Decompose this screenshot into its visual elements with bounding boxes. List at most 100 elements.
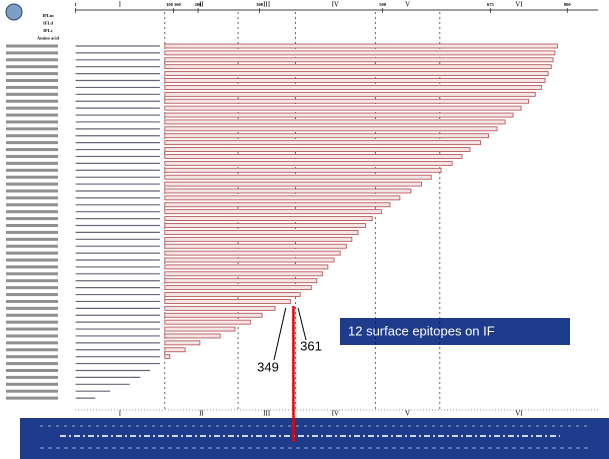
- row-label-block: [6, 334, 58, 337]
- domain-label: III: [263, 1, 271, 9]
- row-title: IFLc: [43, 28, 53, 33]
- row-label-block: [6, 231, 58, 234]
- row-label-block: [6, 141, 58, 144]
- marker-label: 361: [300, 338, 322, 353]
- row-label-block: [6, 272, 58, 275]
- domain-label-bottom: V: [405, 410, 410, 418]
- fragment-bar: [165, 189, 411, 193]
- footer-band: [20, 418, 609, 459]
- row-label-block: [6, 120, 58, 123]
- row-label-block: [6, 245, 58, 248]
- domain-label-bottom: VI: [515, 410, 523, 418]
- fragment-bar: [165, 251, 340, 255]
- fragment-bar: [165, 279, 317, 283]
- row-label-block: [6, 162, 58, 165]
- fragment-bar: [165, 258, 334, 262]
- fragment-bar: [165, 348, 185, 352]
- row-label-block: [6, 397, 58, 400]
- fragment-bar: [165, 230, 358, 234]
- row-label-block: [6, 348, 58, 351]
- row-label-block: [6, 79, 58, 82]
- row-label-block: [6, 100, 58, 103]
- domain-label-bottom: II: [199, 410, 204, 418]
- figure: 12 surface epitopes on IF IFLm IFLd IFLc Am…: [0, 0, 609, 459]
- fragment-bar: [165, 272, 323, 276]
- fragment-bar: [165, 72, 548, 76]
- fragment-bar: [165, 44, 558, 48]
- fragment-bar: [165, 286, 311, 290]
- fragment-bar: [165, 182, 422, 186]
- annotation-text: 12 surface epitopes on IF: [348, 323, 495, 338]
- fragment-bar: [165, 134, 489, 138]
- fragment-bar: [165, 203, 390, 207]
- fragment-bar: [165, 79, 545, 83]
- row-label-block: [6, 265, 58, 268]
- tick-label: 800: [564, 2, 572, 7]
- row-label-block: [6, 127, 58, 130]
- tick-label: 500: [379, 2, 387, 7]
- fragment-bar: [165, 334, 220, 338]
- row-label-block: [6, 196, 58, 199]
- fragment-bar: [165, 327, 235, 331]
- row-label-block: [6, 369, 58, 372]
- row-label-block: [6, 362, 58, 365]
- fragment-bar: [165, 341, 200, 345]
- logo: [6, 4, 22, 20]
- fragment-bar: [165, 85, 542, 89]
- fragment-bar: [165, 51, 555, 55]
- tick-label: 100 160: [166, 2, 181, 7]
- fragment-bar: [165, 106, 521, 110]
- row-label-block: [6, 58, 58, 61]
- row-label-block: [6, 169, 58, 172]
- row-label-block: [6, 210, 58, 213]
- row-label-block: [6, 307, 58, 310]
- row-label-block: [6, 286, 58, 289]
- fragment-bar: [165, 299, 291, 303]
- fragment-bar: [165, 224, 366, 228]
- fragment-bar: [165, 217, 372, 221]
- tick-label: 675: [487, 2, 495, 7]
- fragment-bar: [165, 113, 513, 117]
- marker-label: 349: [257, 359, 279, 374]
- row-label-block: [6, 45, 58, 48]
- row-label-block: [6, 259, 58, 262]
- fragment-bar: [165, 92, 535, 96]
- fragment-bar: [165, 58, 553, 62]
- row-label-block: [6, 293, 58, 296]
- domain-label-bottom: IV: [332, 410, 339, 418]
- row-label-block: [6, 355, 58, 358]
- row-label-block: [6, 279, 58, 282]
- row-title: Amino acid: [37, 36, 60, 41]
- fragment-bar: [165, 293, 300, 297]
- fragment-bar: [165, 99, 529, 103]
- fragment-bar: [165, 313, 262, 317]
- row-label-block: [6, 86, 58, 89]
- domain-label: II: [199, 1, 204, 9]
- row-label-block: [6, 314, 58, 317]
- row-label-block: [6, 203, 58, 206]
- fragment-bar: [165, 161, 452, 165]
- row-label-block: [6, 51, 58, 54]
- row-label-block: [6, 148, 58, 151]
- row-label-block: [6, 93, 58, 96]
- domain-label: V: [405, 1, 410, 9]
- row-label-block: [6, 114, 58, 117]
- fragment-bar: [165, 306, 275, 310]
- domain-label: VI: [515, 1, 523, 9]
- row-label-block: [6, 217, 58, 220]
- row-label-block: [6, 65, 58, 68]
- domain-label-bottom: III: [263, 410, 271, 418]
- fragment-bar: [165, 265, 328, 269]
- fragment-bar: [165, 154, 462, 158]
- fragment-bar: [165, 237, 352, 241]
- fragment-bar: [165, 355, 170, 359]
- row-title: IFLd: [43, 21, 54, 26]
- row-title: IFLm: [42, 13, 54, 18]
- row-label-block: [6, 134, 58, 137]
- row-label-block: [6, 390, 58, 393]
- fragment-bar: [165, 141, 481, 145]
- row-label-block: [6, 176, 58, 179]
- fragment-bar: [165, 168, 441, 172]
- row-label-block: [6, 328, 58, 331]
- row-label-block: [6, 383, 58, 386]
